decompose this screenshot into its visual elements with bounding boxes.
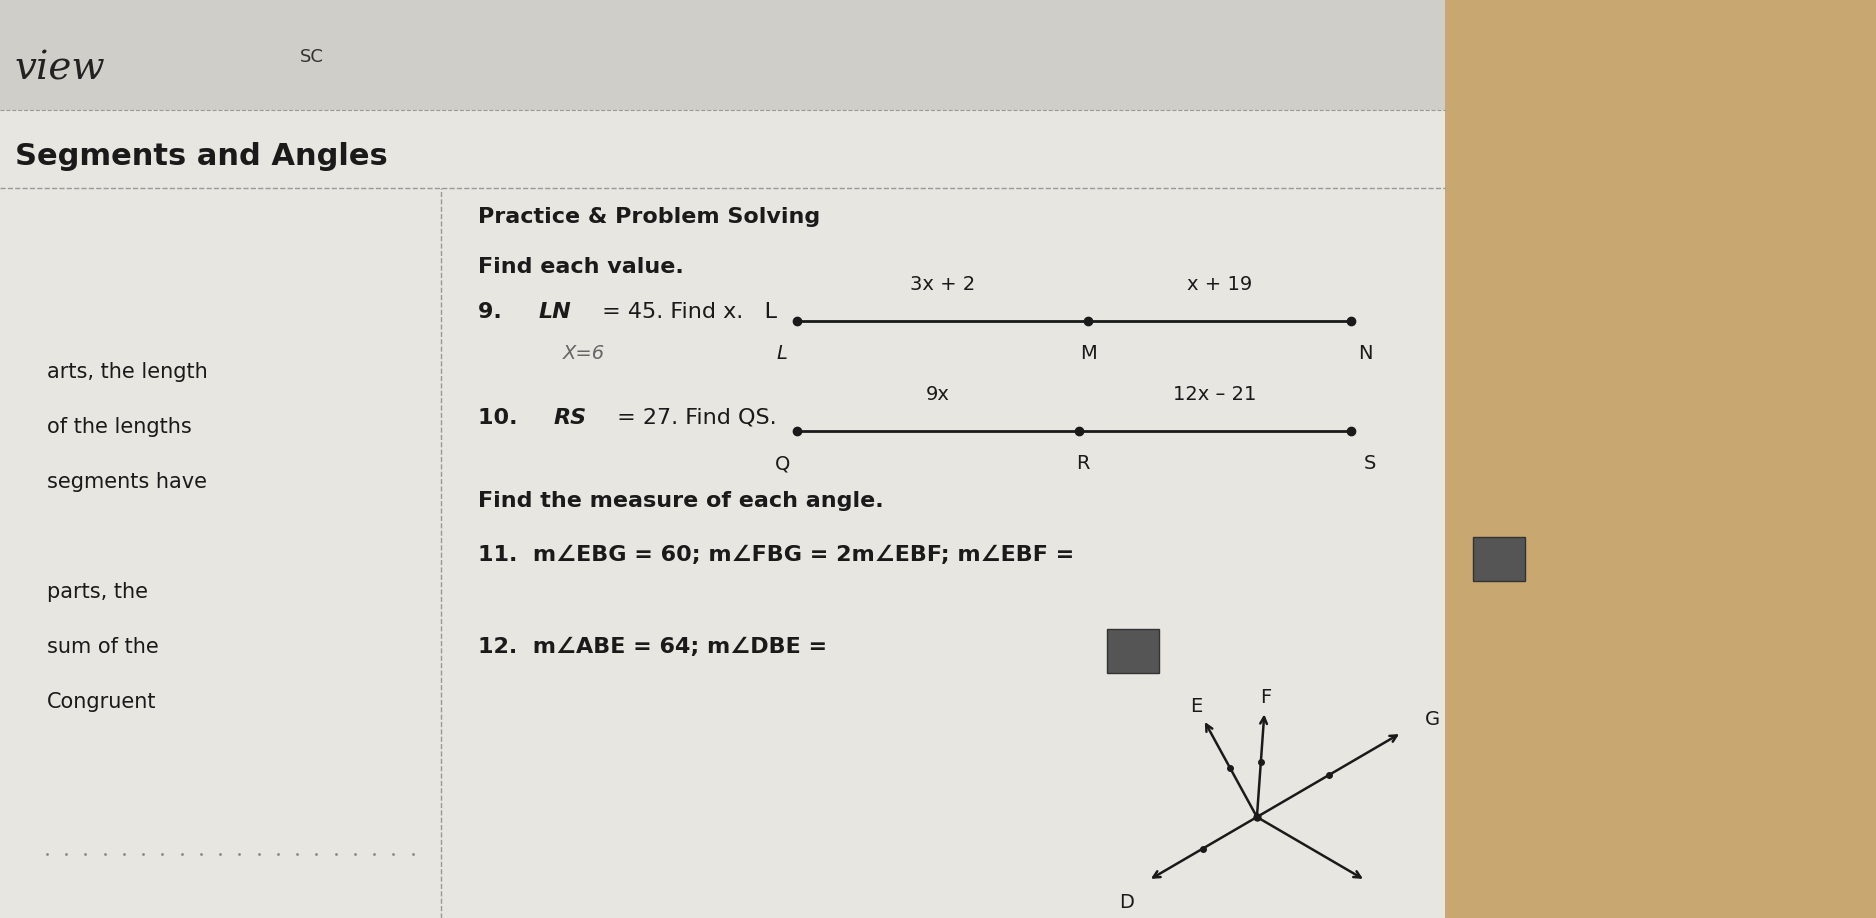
Text: M: M [1081, 344, 1096, 364]
Text: F: F [1261, 688, 1272, 707]
Text: D: D [1120, 892, 1135, 912]
Polygon shape [1163, 0, 1876, 918]
Bar [1107, 629, 1159, 673]
Text: 11.  m∠EBG = 60; m∠FBG = 2m∠EBF; m∠EBF =: 11. m∠EBG = 60; m∠FBG = 2m∠EBF; m∠EBF = [478, 545, 1082, 565]
Text: x + 19: x + 19 [1188, 274, 1251, 294]
Text: SC: SC [300, 48, 325, 66]
Text: sum of the: sum of the [47, 637, 159, 657]
Text: 10.: 10. [478, 408, 533, 428]
Text: Find the measure of each angle.: Find the measure of each angle. [478, 491, 884, 511]
Text: Practice & Problem Solving: Practice & Problem Solving [478, 207, 820, 227]
Text: 12x – 21: 12x – 21 [1172, 385, 1257, 404]
Text: parts, the: parts, the [47, 582, 148, 602]
Text: G: G [1426, 711, 1441, 730]
Text: X=6: X=6 [563, 344, 604, 363]
Text: 3x + 2: 3x + 2 [910, 274, 976, 294]
Text: = 27. Find QS.: = 27. Find QS. [610, 408, 777, 428]
Bar [1473, 537, 1525, 581]
Text: Q: Q [775, 454, 790, 474]
Text: Segments and Angles: Segments and Angles [15, 142, 388, 172]
Text: 12.  m∠ABE = 64; m∠DBE =: 12. m∠ABE = 64; m∠DBE = [478, 637, 835, 657]
Text: arts, the length: arts, the length [47, 362, 208, 382]
Text: LN: LN [538, 302, 570, 322]
Text: N: N [1358, 344, 1373, 364]
Text: of the lengths: of the lengths [47, 417, 191, 437]
Text: R: R [1075, 454, 1090, 474]
Text: 9x: 9x [927, 385, 949, 404]
FancyBboxPatch shape [0, 0, 1445, 918]
Text: Congruent: Congruent [47, 692, 156, 712]
Text: RS: RS [553, 408, 587, 428]
Text: Find each value.: Find each value. [478, 257, 685, 277]
Text: view: view [15, 50, 105, 87]
Text: S: S [1364, 454, 1375, 474]
Text: segments have: segments have [47, 472, 206, 492]
FancyBboxPatch shape [0, 0, 1445, 110]
Text: 9.: 9. [478, 302, 518, 322]
Text: = 45. Find x.   L: = 45. Find x. L [595, 302, 777, 322]
Text: L: L [777, 344, 788, 364]
Text: E: E [1189, 697, 1203, 716]
